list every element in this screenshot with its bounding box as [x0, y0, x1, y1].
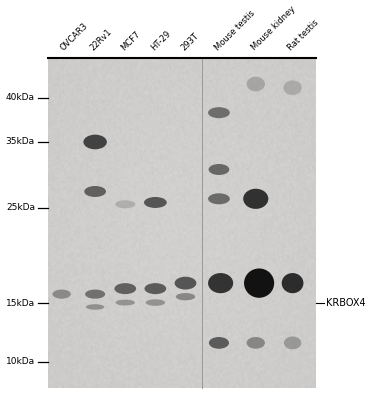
Ellipse shape [175, 277, 196, 290]
Ellipse shape [144, 197, 167, 208]
Text: 22Rv1: 22Rv1 [89, 27, 114, 52]
Ellipse shape [115, 300, 135, 306]
Ellipse shape [208, 164, 229, 175]
Ellipse shape [84, 186, 106, 197]
Ellipse shape [246, 337, 265, 349]
Ellipse shape [282, 273, 303, 293]
FancyBboxPatch shape [48, 58, 316, 388]
Ellipse shape [246, 77, 265, 91]
Ellipse shape [83, 135, 107, 149]
Text: 25kDa: 25kDa [6, 204, 35, 212]
Ellipse shape [85, 290, 105, 299]
Ellipse shape [146, 299, 165, 306]
Text: Mouse testis: Mouse testis [213, 8, 256, 52]
Text: 35kDa: 35kDa [6, 138, 35, 146]
Text: MCF7: MCF7 [119, 29, 142, 52]
Ellipse shape [208, 273, 233, 293]
Ellipse shape [114, 283, 136, 294]
Text: 10kDa: 10kDa [6, 358, 35, 366]
Ellipse shape [115, 200, 135, 208]
Ellipse shape [176, 293, 195, 300]
Ellipse shape [209, 337, 229, 349]
Text: 293T: 293T [179, 31, 200, 52]
Ellipse shape [283, 80, 302, 95]
Ellipse shape [244, 268, 274, 298]
Ellipse shape [284, 336, 301, 349]
Text: HT-29: HT-29 [149, 29, 172, 52]
Text: Rat testis: Rat testis [286, 18, 321, 52]
Ellipse shape [145, 283, 166, 294]
Ellipse shape [208, 193, 230, 204]
Text: 15kDa: 15kDa [6, 299, 35, 308]
Text: 40kDa: 40kDa [6, 94, 35, 102]
Ellipse shape [208, 107, 230, 118]
Text: Mouse kidney: Mouse kidney [249, 5, 297, 52]
Ellipse shape [52, 290, 71, 299]
Text: KRBOX4: KRBOX4 [326, 298, 366, 308]
Ellipse shape [243, 189, 268, 209]
Ellipse shape [86, 304, 104, 310]
Text: OVCAR3: OVCAR3 [59, 21, 90, 52]
